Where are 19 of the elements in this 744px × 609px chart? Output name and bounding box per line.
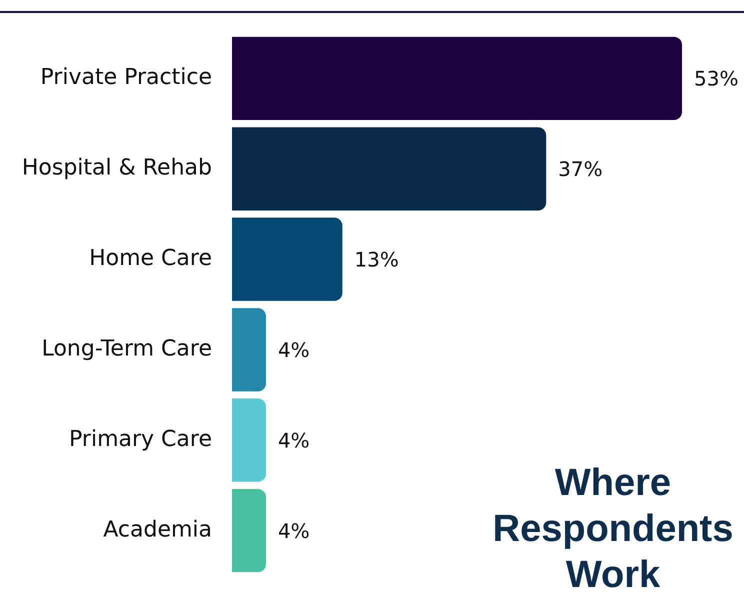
text: Where Respondents Work [492,461,734,598]
data-label: 37% [558,157,603,182]
y-tick-label: Hospital & Rehab [22,156,212,181]
bar [232,36,682,120]
bar [232,488,266,572]
data-label: 13% [354,247,399,272]
y-tick-label: Academia [103,517,212,542]
y-tick-label: Private Practice [40,65,212,90]
bar [232,127,546,210]
bar [232,398,266,482]
data-label: 4% [278,338,310,362]
y-tick-label: Primary Care [69,426,212,452]
data-label: 4% [278,428,310,452]
data-label: 4% [278,518,310,543]
bar [232,308,266,392]
y-tick-label: Home Care [89,246,212,271]
data-label: 53% [694,66,738,91]
bar [232,218,342,301]
y-tick-label: Long-Term Care [42,336,212,362]
